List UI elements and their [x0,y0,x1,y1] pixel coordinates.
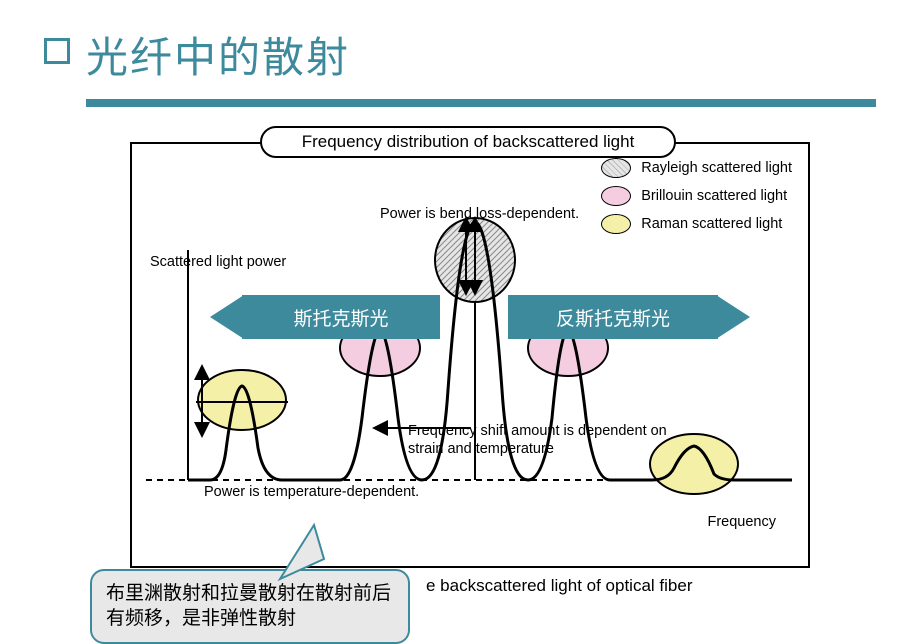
legend-label-raman: Raman scattered light [641,216,782,232]
callout-text: 布里渊散射和拉曼散射在散射前后有频移，是非弹性散射 [90,569,410,644]
arrow-right-icon [716,295,750,339]
callout: 布里渊散射和拉曼散射在散射前后有频移，是非弹性散射 [90,569,410,644]
label-bend-loss: Power is bend loss-dependent. [380,206,579,222]
slide: 光纤中的散射 Frequency distribution of backsca… [0,0,920,636]
label-temp-dep: Power is temperature-dependent. [204,484,419,500]
legend-row-rayleigh: Rayleigh scattered light [601,158,792,178]
arrow-left-icon [210,295,244,339]
diagram: Frequency distribution of backscattered … [130,130,810,620]
diagram-header: Frequency distribution of backscattered … [260,126,676,158]
stokes-right-label: 反斯托克斯光 [508,295,718,339]
label-caption: e backscattered light of optical fiber [426,576,692,596]
legend-row-brillouin: Brillouin scattered light [601,186,792,206]
title-row: 光纤中的散射 [0,0,920,85]
legend-swatch-brillouin [601,186,631,206]
label-frequency: Frequency [707,514,776,530]
title-bullet-icon [44,38,70,64]
legend-label-rayleigh: Rayleigh scattered light [641,160,792,176]
stokes-right-arrow: 反斯托克斯光 [508,295,750,339]
label-scattered-power: Scattered light power [150,254,286,270]
stokes-left-arrow: 斯托克斯光 [210,295,440,339]
stokes-left-label: 斯托克斯光 [242,295,440,339]
label-freq-shift: Frequency shift amount is dependent on s… [408,422,667,458]
legend-swatch-rayleigh [601,158,631,178]
legend-label-brillouin: Brillouin scattered light [641,188,787,204]
callout-tail-icon [270,521,330,581]
legend-row-raman: Raman scattered light [601,214,792,234]
slide-title: 光纤中的散射 [86,24,350,85]
legend: Rayleigh scattered light Brillouin scatt… [601,158,792,242]
legend-swatch-raman [601,214,631,234]
title-rule [86,99,876,107]
